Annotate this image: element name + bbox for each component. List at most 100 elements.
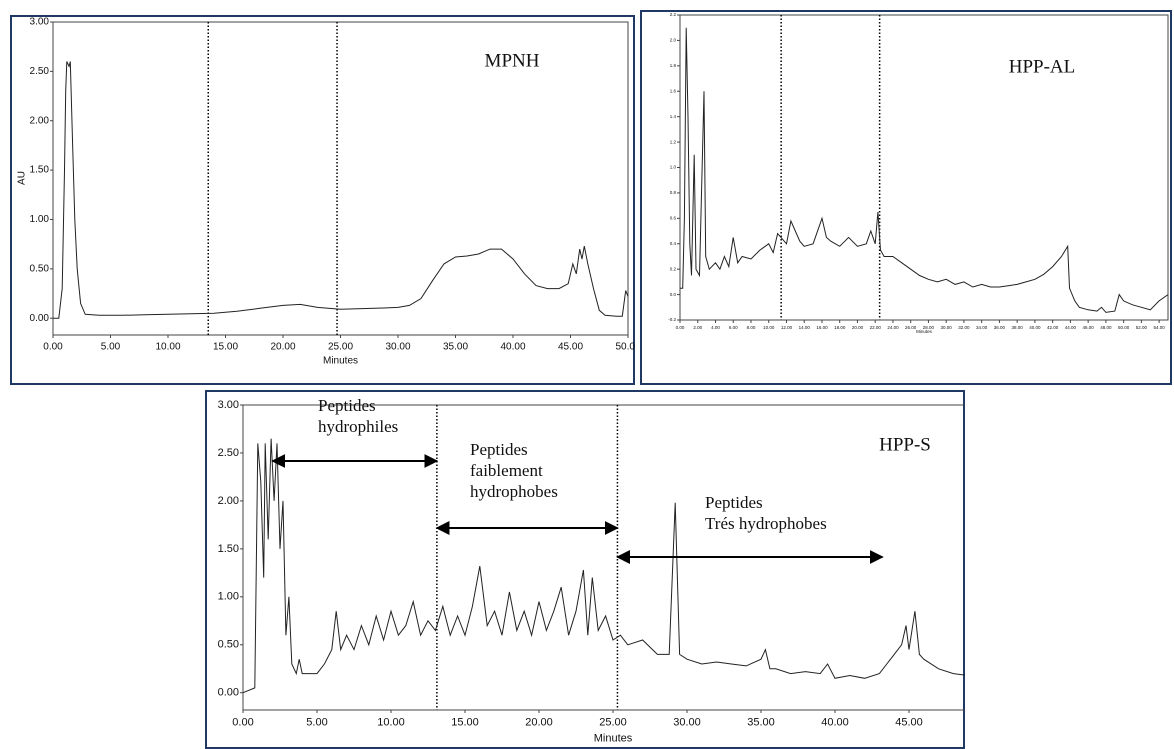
x-tick-label: 12.00 (781, 325, 793, 330)
x-axis-label: Minutes (916, 329, 933, 334)
x-tick-label: 22.00 (870, 325, 882, 330)
x-axis-label: Minutes (594, 733, 633, 745)
x-tick-label: 20.00 (852, 325, 864, 330)
panel-border (205, 390, 965, 749)
panel-border (10, 15, 635, 385)
y-tick-label: 2.50 (30, 66, 50, 77)
chromatogram-line (242, 438, 965, 694)
sample-label: HPP-S (879, 434, 931, 455)
x-tick-label: 46.00 (1083, 325, 1095, 330)
x-tick-label: 15.00 (213, 342, 238, 353)
x-tick-label: 25.00 (599, 717, 627, 729)
x-tick-label: 8.00 (747, 325, 756, 330)
y-tick-label: 3.00 (30, 17, 50, 28)
y-tick-label: 1.8 (670, 63, 677, 68)
x-tick-label: 26.00 (905, 325, 917, 330)
y-tick-label: 0.8 (670, 190, 677, 195)
y-tick-label: 1.6 (670, 88, 677, 93)
y-tick-label: 2.00 (30, 115, 50, 126)
x-tick-label: 16.00 (816, 325, 828, 330)
y-tick-label: 1.4 (670, 114, 677, 119)
chromatogram-line (53, 61, 629, 319)
sample-label: MPNH (485, 50, 540, 71)
y-tick-label: 2.2 (670, 12, 677, 17)
x-tick-label: 5.00 (306, 717, 327, 729)
y-tick-label: 2.00 (218, 495, 239, 507)
x-tick-label: 52.00 (1136, 325, 1148, 330)
y-tick-label: 1.50 (30, 165, 50, 176)
chromatogram-line (680, 27, 1169, 313)
annotation-text: Peptides (705, 493, 763, 512)
y-tick-label: 0.50 (218, 639, 239, 651)
chart-panel: -0.2 0.0 0.2 0.4 0.6 0.8 1.0 1.2 1.4 1.6 1.8 2.0 2.2… (640, 10, 1172, 385)
annotation-text: faiblement (470, 461, 543, 480)
annotation-text: Peptides (470, 440, 528, 459)
annotation-text: Peptides (318, 396, 376, 415)
x-tick-label: 40.00 (500, 342, 525, 353)
x-tick-label: 24.00 (887, 325, 899, 330)
x-tick-label: 28.00 (923, 325, 935, 330)
x-tick-label: 45.00 (558, 342, 583, 353)
y-tick-label: 1.50 (218, 543, 239, 555)
y-tick-label: 0.4 (670, 241, 677, 246)
x-tick-label: 0.00 (232, 717, 253, 729)
x-tick-label: 48.00 (1100, 325, 1112, 330)
x-tick-label: 10.00 (155, 342, 180, 353)
x-tick-label: 40.00 (1029, 325, 1041, 330)
y-tick-label: 0.0 (670, 292, 677, 297)
x-tick-label: 14.00 (799, 325, 811, 330)
y-tick-label: 1.2 (670, 139, 677, 144)
x-tick-label: 2.00 (693, 325, 702, 330)
x-tick-label: 10.00 (377, 717, 405, 729)
y-axis-label: AU (17, 171, 28, 185)
x-tick-label: 30.00 (673, 717, 701, 729)
y-tick-label: 1.00 (30, 214, 50, 225)
chart-panel: 0.00 0.50 1.00 1.50 2.00 2.50 3.00 0.00 5.00 10.0… (10, 15, 640, 385)
sample-label: HPP-AL (1009, 56, 1076, 77)
x-tick-label: 0.00 (43, 342, 63, 353)
x-tick-label: 44.00 (1065, 325, 1077, 330)
x-tick-label: 30.00 (385, 342, 410, 353)
x-tick-label: 32.00 (958, 325, 970, 330)
x-tick-label: 20.00 (270, 342, 295, 353)
annotation-text: Trés hydrophobes (705, 514, 827, 533)
chart-panel: 0.00 0.50 1.00 1.50 2.00 2.50 3.00 0.00 5.00 10.0… (205, 390, 993, 749)
x-tick-label: 10.00 (763, 325, 775, 330)
x-tick-label: 5.00 (101, 342, 121, 353)
x-tick-label: 30.00 (941, 325, 953, 330)
annotation-text: hydrophiles (318, 417, 398, 436)
y-tick-label: 0.00 (218, 687, 239, 699)
y-tick-label: -0.2 (668, 317, 676, 322)
x-tick-label: 18.00 (834, 325, 846, 330)
y-tick-label: 3.00 (218, 399, 239, 411)
x-tick-label: 40.00 (821, 717, 849, 729)
x-tick-label: 50.0 (972, 717, 993, 729)
x-tick-label: 38.00 (1012, 325, 1024, 330)
x-tick-label: 4.00 (711, 325, 720, 330)
x-tick-label: 15.00 (451, 717, 479, 729)
x-tick-label: 35.00 (747, 717, 775, 729)
annotation-text: hydrophobes (470, 482, 558, 501)
panel-border (640, 10, 1172, 385)
y-tick-label: 0.2 (670, 266, 677, 271)
y-tick-label: 2.0 (670, 38, 677, 43)
x-tick-label: 25.00 (328, 342, 353, 353)
x-tick-label: 20.00 (525, 717, 553, 729)
x-tick-label: 50.00 (1118, 325, 1130, 330)
x-tick-label: 34.00 (976, 325, 988, 330)
x-tick-label: 42.00 (1047, 325, 1059, 330)
x-tick-label: 35.00 (443, 342, 468, 353)
x-axis-label: Minutes (323, 356, 358, 367)
y-tick-label: 0.00 (30, 313, 50, 324)
y-tick-label: 2.50 (218, 447, 239, 459)
x-tick-label: 45.00 (895, 717, 923, 729)
y-tick-label: 1.00 (218, 591, 239, 603)
x-tick-label: 36.00 (994, 325, 1006, 330)
y-tick-label: 1.0 (670, 165, 677, 170)
x-tick-label: 6.00 (729, 325, 738, 330)
x-tick-label: 50.00 (615, 342, 640, 353)
x-tick-label: 0.00 (676, 325, 685, 330)
y-tick-label: 0.6 (670, 216, 677, 221)
